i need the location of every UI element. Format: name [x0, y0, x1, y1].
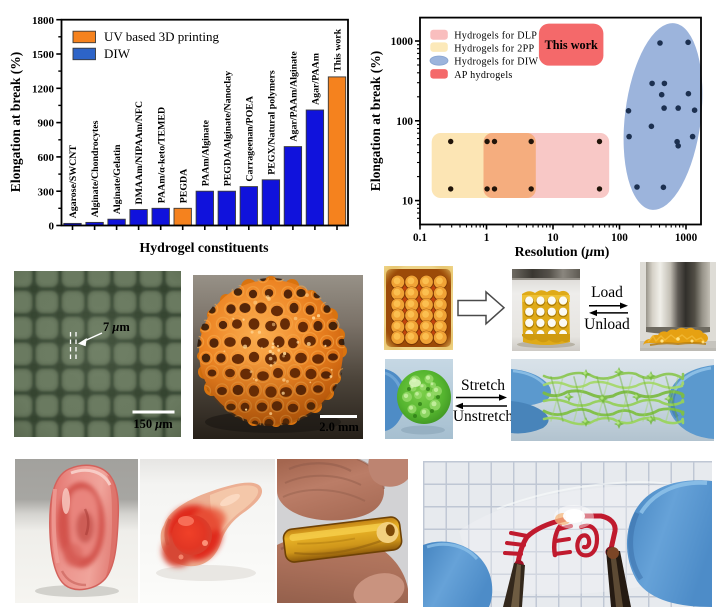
svg-text:Hydrogels for DIW: Hydrogels for DIW — [454, 57, 538, 68]
svg-text:0.1: 0.1 — [413, 232, 427, 244]
svg-text:PAAm/Alginate: PAAm/Alginate — [200, 119, 211, 186]
svg-text:1000: 1000 — [391, 36, 414, 48]
svg-text:AP hydrogels: AP hydrogels — [454, 70, 512, 81]
svg-text:Agar/PAAm: Agar/PAAm — [311, 52, 322, 105]
svg-text:1: 1 — [484, 232, 490, 244]
svg-text:PEGDA: PEGDA — [178, 168, 189, 203]
svg-text:PAAm/α-keto/TEMED: PAAm/α-keto/TEMED — [156, 107, 167, 203]
svg-text:Agar/PAAm/Alginate: Agar/PAAm/Alginate — [289, 51, 300, 142]
svg-text:100: 100 — [611, 232, 628, 244]
svg-text:2.0 mm: 2.0 mm — [319, 420, 359, 434]
svg-text:10: 10 — [402, 196, 414, 208]
svg-text:Elongation at break (%): Elongation at break (%) — [368, 51, 383, 191]
svg-text:Hydrogel constituents: Hydrogel constituents — [140, 240, 270, 255]
svg-text:Stretch: Stretch — [461, 377, 505, 394]
svg-text:Unload: Unload — [584, 316, 630, 333]
svg-text:Agarose/SWCNT: Agarose/SWCNT — [68, 145, 79, 219]
svg-text:UV based 3D printing: UV based 3D printing — [104, 29, 219, 44]
svg-text:300: 300 — [38, 186, 55, 198]
svg-text:Hydrogels for 2PP: Hydrogels for 2PP — [454, 44, 534, 55]
svg-text:1500: 1500 — [32, 49, 55, 61]
svg-text:Resolution (μm): Resolution (μm) — [515, 244, 610, 260]
svg-text:PEGDA/Alginate/Nanoclay: PEGDA/Alginate/Nanoclay — [222, 71, 233, 186]
svg-text:1800: 1800 — [32, 15, 55, 27]
svg-text:Elongation at break (%): Elongation at break (%) — [8, 52, 23, 192]
svg-text:PEGX/Natural polymers: PEGX/Natural polymers — [267, 70, 278, 175]
svg-text:Load: Load — [591, 284, 623, 301]
svg-text:Carrageenan/POEA: Carrageenan/POEA — [244, 95, 255, 181]
svg-text:DMAAm/NIPAAm/NFC: DMAAm/NIPAAm/NFC — [134, 101, 145, 204]
svg-text:150 μm: 150 μm — [133, 417, 173, 431]
svg-text:Alginate/Gelatin: Alginate/Gelatin — [112, 144, 123, 214]
svg-text:Alginate/Chondrocytes: Alginate/Chondrocytes — [90, 120, 101, 217]
svg-text:100: 100 — [396, 116, 413, 128]
svg-text:10: 10 — [547, 232, 559, 244]
svg-text:Hydrogels for DLP: Hydrogels for DLP — [454, 30, 537, 41]
svg-text:7 μm: 7 μm — [103, 320, 130, 334]
svg-text:Unstretch: Unstretch — [453, 408, 514, 425]
svg-text:This work: This work — [545, 38, 598, 52]
svg-text:600: 600 — [38, 152, 55, 164]
svg-text:1000: 1000 — [675, 232, 698, 244]
svg-text:900: 900 — [38, 118, 55, 130]
svg-text:DIW: DIW — [104, 46, 131, 61]
svg-text:This work: This work — [333, 28, 344, 72]
svg-text:1200: 1200 — [32, 83, 55, 95]
svg-text:0: 0 — [49, 221, 55, 233]
